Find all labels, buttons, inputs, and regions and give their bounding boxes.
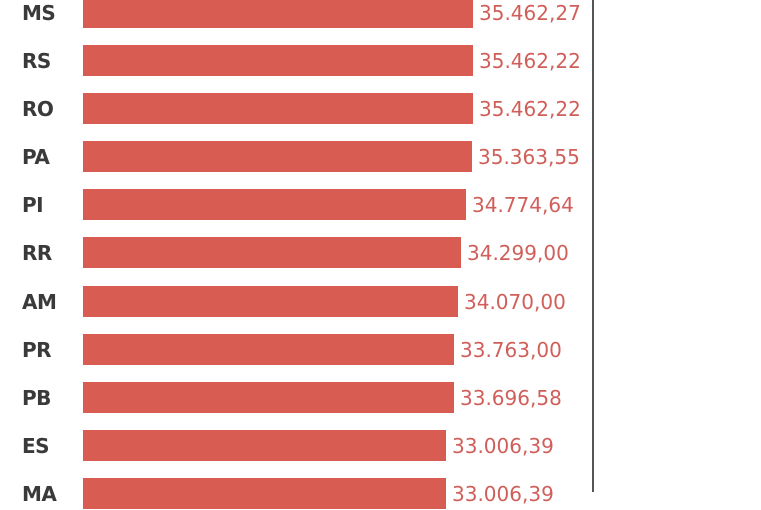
value-label: 33.006,39: [452, 434, 554, 458]
value-label: 34.070,00: [464, 290, 566, 314]
category-label: PB: [22, 386, 51, 410]
bar-row: PR 33.763,00: [0, 334, 600, 366]
bar: [83, 0, 473, 28]
bar: [83, 45, 473, 76]
bar: [83, 382, 454, 413]
value-label: 33.006,39: [452, 482, 554, 506]
bar-row: RR 34.299,00: [0, 237, 600, 269]
value-label: 35.462,27: [479, 1, 581, 25]
value-label: 35.462,22: [479, 97, 581, 121]
bar-row: RS 35.462,22: [0, 45, 600, 77]
category-label: PR: [22, 338, 52, 362]
bar: [83, 237, 461, 268]
category-label: AM: [22, 290, 57, 314]
bar: [83, 189, 466, 220]
bar-row: PB 33.696,58: [0, 382, 600, 414]
bar-row: PA 35.363,55: [0, 141, 600, 173]
value-label: 33.763,00: [460, 338, 562, 362]
category-label: RS: [22, 49, 51, 73]
axis-line: [592, 0, 594, 492]
value-label: 34.299,00: [467, 241, 569, 265]
value-label: 35.462,22: [479, 49, 581, 73]
bar: [83, 286, 458, 317]
category-label: PI: [22, 193, 44, 217]
category-label: PA: [22, 145, 50, 169]
bar-row: RO 35.462,22: [0, 93, 600, 125]
bar-row: MA 33.006,39: [0, 478, 600, 510]
bar: [83, 430, 446, 461]
value-label: 33.696,58: [460, 386, 562, 410]
bar-row: MS 35.462,27: [0, 0, 600, 29]
category-label: RR: [22, 241, 52, 265]
value-label: 35.363,55: [478, 145, 580, 169]
value-label: 34.774,64: [472, 193, 574, 217]
category-label: RO: [22, 97, 54, 121]
bar: [83, 478, 446, 509]
category-label: ES: [22, 434, 50, 458]
bar: [83, 334, 454, 365]
bar-row: PI 34.774,64: [0, 189, 600, 221]
category-label: MA: [22, 482, 57, 506]
category-label: MS: [22, 1, 56, 25]
bar: [83, 93, 473, 124]
bar-row: ES 33.006,39: [0, 430, 600, 462]
bar-row: AM 34.070,00: [0, 286, 600, 318]
bar: [83, 141, 472, 172]
